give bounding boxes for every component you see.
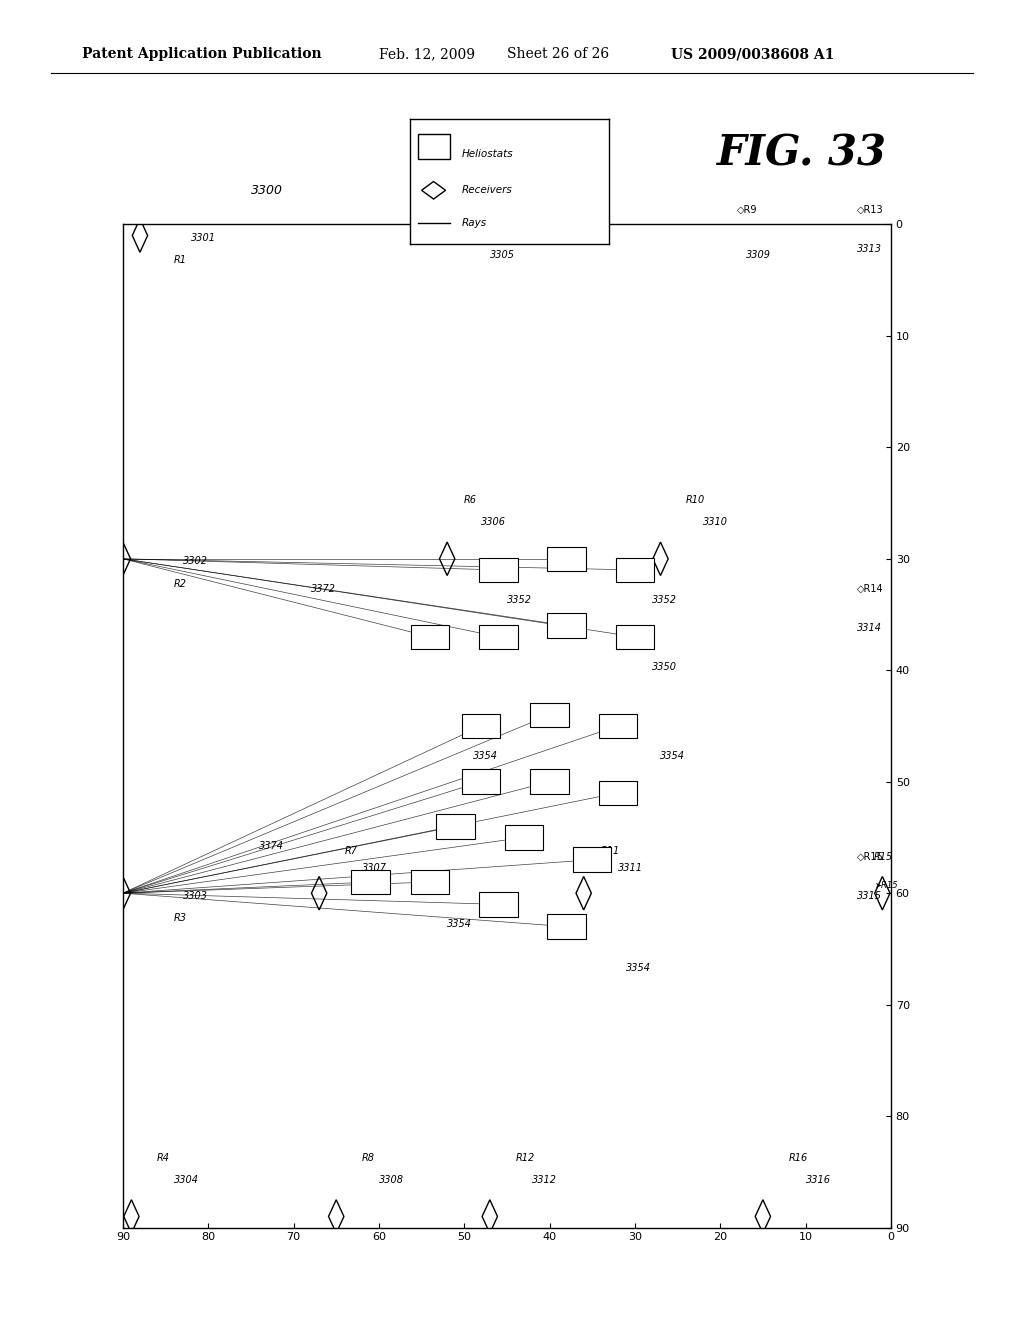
Text: Heliostats: Heliostats <box>462 149 513 158</box>
Text: 3304: 3304 <box>174 1175 199 1185</box>
Text: 3307: 3307 <box>361 863 387 873</box>
Text: 3354: 3354 <box>627 964 651 973</box>
Bar <box>462 770 501 795</box>
Text: R10: R10 <box>686 495 706 506</box>
Text: R3: R3 <box>174 913 187 923</box>
Text: ➤R15: ➤R15 <box>873 880 897 890</box>
Text: 3314: 3314 <box>857 623 882 634</box>
Text: Sheet 26 of 26: Sheet 26 of 26 <box>507 48 609 61</box>
Bar <box>599 780 637 805</box>
Bar <box>351 870 389 895</box>
Text: ◇R13: ◇R13 <box>857 205 884 215</box>
Text: 3374: 3374 <box>259 841 285 850</box>
Text: R6: R6 <box>464 495 477 506</box>
Text: 3316: 3316 <box>806 1175 830 1185</box>
Text: R8: R8 <box>361 1152 375 1163</box>
Text: 3354: 3354 <box>660 751 685 762</box>
Text: 3354: 3354 <box>473 751 498 762</box>
Text: Receivers: Receivers <box>462 185 512 195</box>
Bar <box>548 915 586 939</box>
Bar <box>548 614 586 638</box>
Text: 3305: 3305 <box>489 249 515 260</box>
Bar <box>436 814 475 838</box>
Text: 3311: 3311 <box>617 863 643 873</box>
Text: 3302: 3302 <box>182 556 208 566</box>
Text: R16: R16 <box>788 1152 808 1163</box>
Bar <box>615 624 654 649</box>
Text: 3354: 3354 <box>447 919 472 929</box>
Text: 3315: 3315 <box>857 891 882 900</box>
Bar <box>479 892 517 916</box>
Text: 3312: 3312 <box>532 1175 557 1185</box>
Bar <box>530 702 568 727</box>
Bar <box>615 557 654 582</box>
Bar <box>411 624 450 649</box>
Text: 3308: 3308 <box>379 1175 403 1185</box>
Bar <box>418 133 450 158</box>
Text: Patent Application Publication: Patent Application Publication <box>82 48 322 61</box>
Text: 3309: 3309 <box>745 249 771 260</box>
Text: US 2009/0038608 A1: US 2009/0038608 A1 <box>671 48 835 61</box>
Text: ◇R15: ◇R15 <box>857 851 884 862</box>
Text: Rays: Rays <box>462 218 486 228</box>
Bar <box>505 825 543 850</box>
Bar <box>411 870 450 895</box>
Text: 3372: 3372 <box>310 585 336 594</box>
Text: R15: R15 <box>873 851 893 862</box>
Text: 3301: 3301 <box>191 234 216 243</box>
Text: 3306: 3306 <box>481 517 506 528</box>
Text: R4: R4 <box>157 1152 170 1163</box>
Text: R11: R11 <box>601 846 620 857</box>
Text: 3352: 3352 <box>507 595 531 606</box>
Text: 3303: 3303 <box>182 891 208 900</box>
Text: ◇R14: ◇R14 <box>857 585 884 594</box>
Bar <box>479 624 517 649</box>
Text: 3300: 3300 <box>251 183 283 197</box>
Text: 3310: 3310 <box>703 517 728 528</box>
Bar <box>479 557 517 582</box>
Bar <box>573 847 611 873</box>
Text: FIG. 33: FIG. 33 <box>717 132 887 174</box>
Text: 3352: 3352 <box>652 595 677 606</box>
Text: 3313: 3313 <box>857 244 882 255</box>
Text: ◇R9: ◇R9 <box>737 205 758 215</box>
Bar <box>462 714 501 738</box>
Text: ◇R5: ◇R5 <box>473 205 494 215</box>
Text: R1: R1 <box>174 255 187 265</box>
Text: R7: R7 <box>345 846 357 857</box>
Text: R12: R12 <box>515 1152 535 1163</box>
Bar <box>599 714 637 738</box>
Bar <box>548 546 586 572</box>
Text: R2: R2 <box>174 578 187 589</box>
Bar <box>530 770 568 795</box>
Text: Feb. 12, 2009: Feb. 12, 2009 <box>379 48 475 61</box>
Text: 3350: 3350 <box>652 663 677 672</box>
